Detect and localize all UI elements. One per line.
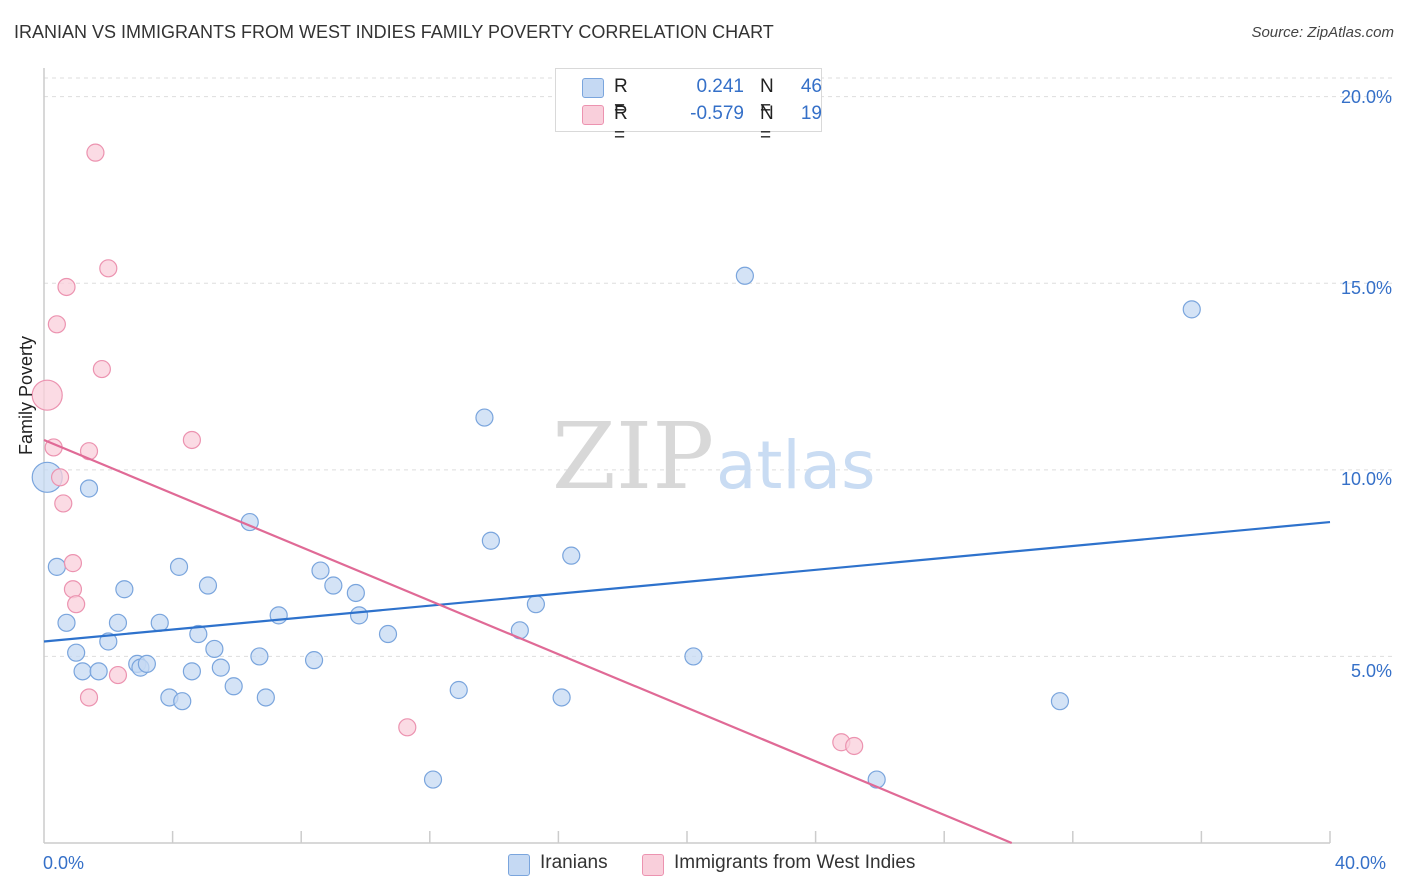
watermark: ZIP atlas	[552, 403, 876, 510]
legend-r-label: R =	[614, 76, 628, 119]
data-point-iranians	[137, 654, 156, 673]
legend-n-label: N =	[760, 76, 774, 119]
data-point-iranians	[324, 576, 343, 595]
data-point-iranians	[115, 580, 134, 599]
data-point-iranians	[1182, 300, 1201, 319]
data-point-iranians	[57, 613, 76, 632]
data-point-west-indies	[31, 379, 63, 411]
data-point-iranians	[867, 770, 886, 789]
data-point-iranians	[169, 557, 189, 576]
y-tick-label: 10.0%	[1340, 469, 1392, 489]
data-point-iranians	[205, 639, 224, 659]
data-point-iranians	[73, 662, 92, 681]
legend-swatch-pink	[582, 105, 604, 125]
data-point-iranians	[346, 583, 365, 603]
data-point-iranians	[256, 688, 275, 707]
legend-n-value: 46	[800, 76, 822, 97]
data-point-iranians	[349, 606, 369, 625]
data-point-iranians	[67, 643, 86, 662]
data-point-west-indies	[845, 736, 864, 756]
data-point-iranians	[182, 662, 201, 681]
data-point-iranians	[475, 408, 494, 427]
data-point-west-indies	[47, 315, 66, 334]
data-point-iranians	[198, 576, 218, 595]
data-point-iranians	[79, 479, 99, 498]
data-point-west-indies	[79, 688, 99, 707]
data-point-iranians	[47, 557, 66, 576]
data-point-iranians	[189, 624, 208, 644]
y-axis-label: Family Poverty	[16, 335, 36, 455]
data-point-iranians	[423, 770, 443, 789]
watermark-zip: ZIP	[552, 403, 714, 510]
data-point-iranians	[378, 624, 398, 644]
correlation-legend: R = 0.241 N = 46 R = -0.579 N = 19	[555, 68, 822, 146]
legend-n-label: N =	[760, 103, 774, 146]
legend-swatch-blue	[582, 78, 604, 98]
data-point-iranians	[526, 595, 545, 614]
data-point-west-indies	[67, 595, 86, 614]
data-point-west-indies	[182, 430, 201, 450]
data-points	[31, 143, 1201, 789]
axes	[43, 68, 1331, 844]
bottom-legend-swatch-blue	[508, 854, 530, 876]
data-point-west-indies	[86, 143, 105, 162]
data-point-west-indies	[398, 718, 417, 737]
data-point-west-indies	[99, 259, 118, 278]
watermark-atlas: atlas	[716, 427, 876, 504]
x-tick-label-right: 40.0%	[1335, 853, 1387, 873]
data-point-iranians	[735, 266, 754, 285]
data-point-iranians	[108, 613, 128, 632]
data-point-iranians	[449, 680, 468, 700]
data-point-iranians	[304, 651, 324, 670]
data-point-iranians	[1050, 692, 1070, 711]
data-point-iranians	[211, 658, 230, 677]
data-point-iranians	[481, 531, 500, 550]
trend-lines	[43, 438, 1331, 845]
bottom-legend-label: Immigrants from West Indies	[674, 852, 916, 873]
bottom-legend-label: Iranians	[540, 852, 608, 873]
chart-title: IRANIAN VS IMMIGRANTS FROM WEST INDIES F…	[14, 22, 774, 42]
legend-n-value: 19	[800, 103, 822, 124]
y-tick-label: 20.0%	[1340, 87, 1392, 107]
trend-line-west-indies	[43, 438, 1013, 845]
data-point-iranians	[150, 613, 169, 632]
data-point-west-indies	[57, 277, 76, 297]
legend-r-value: -0.579	[690, 103, 744, 124]
data-point-iranians	[311, 561, 330, 580]
source-credit: Source: ZipAtlas.com	[1251, 24, 1394, 41]
y-tick-label: 15.0%	[1340, 278, 1392, 298]
legend-r-label: R =	[614, 103, 628, 146]
data-point-west-indies	[63, 580, 83, 599]
x-tick-label-left: 0.0%	[43, 853, 85, 873]
data-point-iranians	[552, 688, 571, 707]
trend-line-iranians	[43, 520, 1331, 643]
data-point-iranians	[562, 546, 581, 565]
data-point-iranians	[99, 632, 118, 651]
data-point-west-indies	[63, 554, 83, 573]
data-point-iranians	[250, 647, 269, 666]
data-point-west-indies	[50, 468, 70, 487]
bottom-legend-swatch-pink	[642, 854, 664, 876]
legend-r-value: 0.241	[696, 76, 744, 97]
data-point-west-indies	[92, 359, 111, 379]
y-tick-label: 5.0%	[1350, 661, 1392, 681]
data-point-iranians	[173, 692, 192, 711]
gridlines	[44, 77, 1392, 657]
data-point-west-indies	[108, 665, 128, 685]
data-point-iranians	[684, 647, 703, 666]
data-point-iranians	[224, 677, 243, 696]
data-point-west-indies	[54, 494, 73, 513]
data-point-iranians	[89, 662, 108, 681]
